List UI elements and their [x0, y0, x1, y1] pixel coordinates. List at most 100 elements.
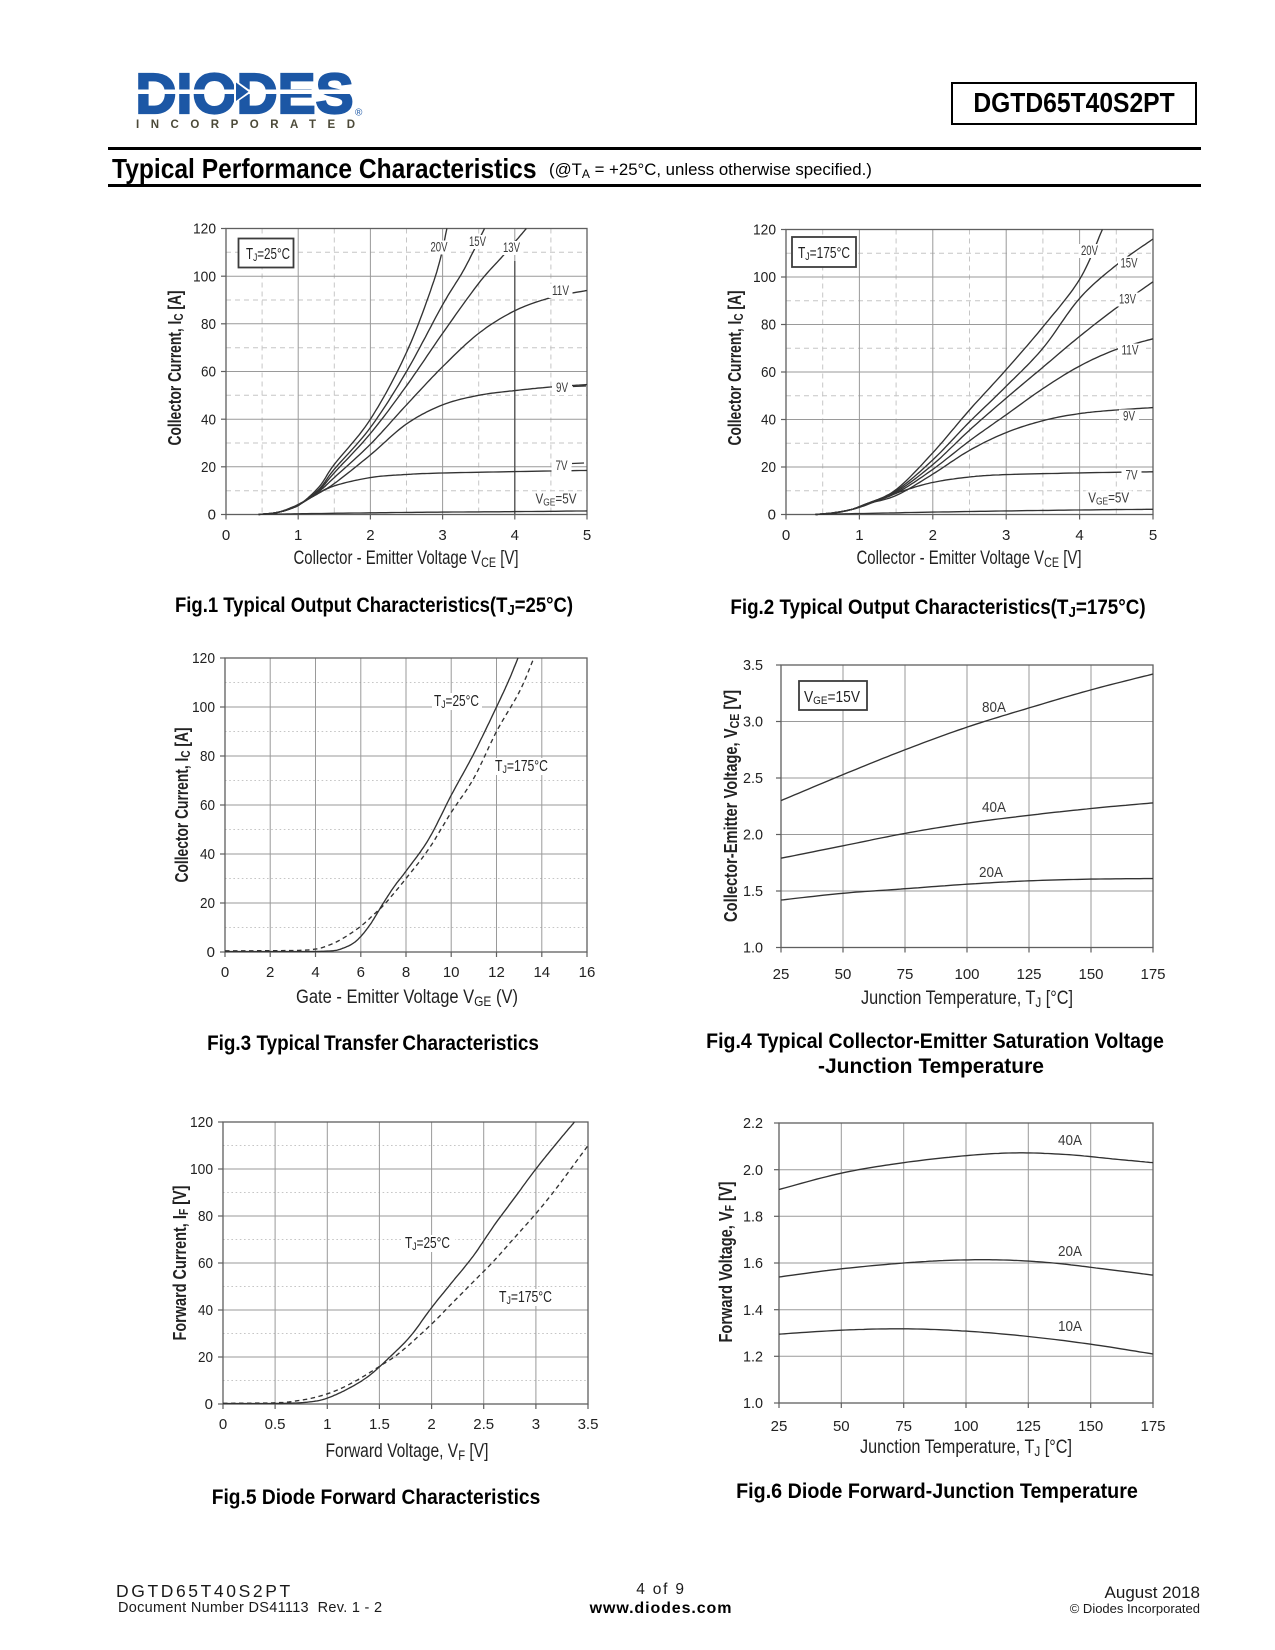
svg-text:13V: 13V — [1119, 292, 1136, 307]
svg-text:20A: 20A — [979, 864, 1003, 881]
svg-text:VGE=5V: VGE=5V — [536, 492, 577, 509]
svg-text:40: 40 — [761, 412, 776, 429]
svg-text:20: 20 — [761, 459, 776, 476]
svg-text:2.0: 2.0 — [743, 1162, 763, 1179]
svg-text:13V: 13V — [503, 240, 520, 255]
svg-text:4: 4 — [511, 527, 519, 544]
svg-text:15V: 15V — [1121, 256, 1138, 271]
svg-text:1.2: 1.2 — [743, 1349, 763, 1366]
svg-text:1.8: 1.8 — [743, 1209, 763, 1226]
svg-text:60: 60 — [200, 797, 215, 814]
svg-text:20V: 20V — [431, 240, 448, 255]
svg-text:25: 25 — [771, 1418, 788, 1435]
svg-text:50: 50 — [835, 966, 852, 983]
svg-text:Junction Temperature, TJ [°C]: Junction Temperature, TJ [°C] — [860, 1437, 1072, 1459]
svg-text:4: 4 — [1075, 527, 1083, 544]
svg-text:0: 0 — [221, 964, 229, 981]
svg-text:0: 0 — [205, 1396, 213, 1413]
svg-text:3.0: 3.0 — [743, 714, 763, 731]
svg-text:Forward Current, IF [V]: Forward Current, IF [V] — [170, 1186, 191, 1341]
svg-text:2.5: 2.5 — [743, 770, 763, 787]
svg-text:5: 5 — [1149, 527, 1157, 544]
svg-text:1: 1 — [294, 527, 302, 544]
svg-text:6: 6 — [357, 964, 365, 981]
svg-text:VGE=15V: VGE=15V — [804, 689, 861, 707]
svg-text:40: 40 — [198, 1302, 213, 1319]
svg-text:40A: 40A — [982, 799, 1006, 816]
svg-text:10A: 10A — [1058, 1318, 1082, 1335]
svg-text:175: 175 — [1140, 1418, 1165, 1435]
svg-text:2: 2 — [929, 527, 937, 544]
svg-text:11V: 11V — [552, 283, 569, 298]
svg-text:2.2: 2.2 — [743, 1115, 763, 1132]
svg-text:7V: 7V — [1126, 468, 1138, 483]
svg-text:9V: 9V — [1123, 409, 1135, 424]
svg-text:8: 8 — [402, 964, 410, 981]
svg-text:TJ=25°C: TJ=25°C — [405, 1235, 450, 1253]
svg-text:100: 100 — [193, 268, 216, 285]
svg-text:16: 16 — [579, 964, 596, 981]
svg-text:1.4: 1.4 — [743, 1302, 763, 1319]
svg-text:80: 80 — [200, 748, 215, 765]
svg-text:100: 100 — [954, 966, 979, 983]
svg-text:15V: 15V — [469, 234, 486, 249]
svg-text:TJ=25°C: TJ=25°C — [246, 246, 290, 264]
svg-text:1.5: 1.5 — [743, 883, 763, 900]
svg-text:0: 0 — [219, 1416, 227, 1433]
svg-text:10: 10 — [443, 964, 460, 981]
svg-text:4: 4 — [311, 964, 319, 981]
svg-text:60: 60 — [201, 364, 216, 381]
svg-text:3: 3 — [532, 1416, 540, 1433]
svg-text:1.6: 1.6 — [743, 1255, 763, 1272]
svg-text:3: 3 — [438, 527, 446, 544]
svg-text:VGE=5V: VGE=5V — [1088, 491, 1129, 508]
svg-text:2: 2 — [266, 964, 274, 981]
svg-text:Collector Current, IC [A]: Collector Current, IC [A] — [725, 291, 746, 446]
svg-text:2.0: 2.0 — [743, 827, 763, 844]
svg-text:80A: 80A — [982, 699, 1006, 716]
svg-text:3: 3 — [1002, 527, 1010, 544]
svg-text:40: 40 — [200, 846, 215, 863]
svg-text:50: 50 — [833, 1418, 850, 1435]
svg-text:100: 100 — [192, 699, 215, 716]
svg-text:Collector - Emitter Voltage VC: Collector - Emitter Voltage VCE [V] — [857, 548, 1082, 570]
svg-text:14: 14 — [533, 964, 550, 981]
svg-text:Forward Voltage, VF [V]: Forward Voltage, VF [V] — [716, 1182, 737, 1343]
svg-text:80: 80 — [761, 317, 776, 334]
svg-text:100: 100 — [753, 269, 776, 286]
svg-text:175: 175 — [1140, 966, 1165, 983]
svg-text:2.5: 2.5 — [473, 1416, 494, 1433]
svg-text:75: 75 — [895, 1418, 912, 1435]
svg-text:Gate - Emitter Voltage VGE (V): Gate - Emitter Voltage VGE (V) — [296, 987, 518, 1009]
svg-text:1: 1 — [855, 527, 863, 544]
svg-text:20: 20 — [198, 1349, 213, 1366]
svg-text:TJ=175°C: TJ=175°C — [495, 758, 548, 776]
svg-text:TJ=175°C: TJ=175°C — [499, 1289, 552, 1307]
svg-text:2: 2 — [366, 527, 374, 544]
svg-text:2: 2 — [427, 1416, 435, 1433]
svg-text:60: 60 — [198, 1255, 213, 1272]
svg-text:0: 0 — [222, 527, 230, 544]
svg-text:1.0: 1.0 — [743, 940, 763, 957]
svg-text:25: 25 — [773, 966, 790, 983]
svg-text:150: 150 — [1078, 1418, 1103, 1435]
svg-text:Collector Current, IC [A]: Collector Current, IC [A] — [165, 291, 186, 446]
svg-text:80: 80 — [201, 316, 216, 333]
svg-text:0.5: 0.5 — [265, 1416, 286, 1433]
svg-text:Collector-Emitter Voltage, VCE: Collector-Emitter Voltage, VCE [V] — [721, 690, 742, 922]
svg-text:9V: 9V — [556, 380, 568, 395]
svg-text:TJ=25°C: TJ=25°C — [434, 693, 479, 711]
svg-text:1.5: 1.5 — [369, 1416, 390, 1433]
svg-text:20: 20 — [200, 895, 215, 912]
svg-text:100: 100 — [953, 1418, 978, 1435]
svg-text:Junction Temperature, TJ [°C]: Junction Temperature, TJ [°C] — [861, 988, 1073, 1010]
svg-text:11V: 11V — [1122, 343, 1139, 358]
svg-text:Collector - Emitter Voltage VC: Collector - Emitter Voltage VCE [V] — [294, 548, 519, 570]
svg-text:3.5: 3.5 — [743, 657, 763, 674]
svg-text:60: 60 — [761, 364, 776, 381]
svg-text:Collector Current, IC [A]: Collector Current, IC [A] — [172, 728, 193, 883]
svg-text:120: 120 — [193, 221, 216, 238]
svg-text:0: 0 — [207, 944, 215, 961]
svg-text:20A: 20A — [1058, 1243, 1082, 1260]
svg-text:150: 150 — [1078, 966, 1103, 983]
